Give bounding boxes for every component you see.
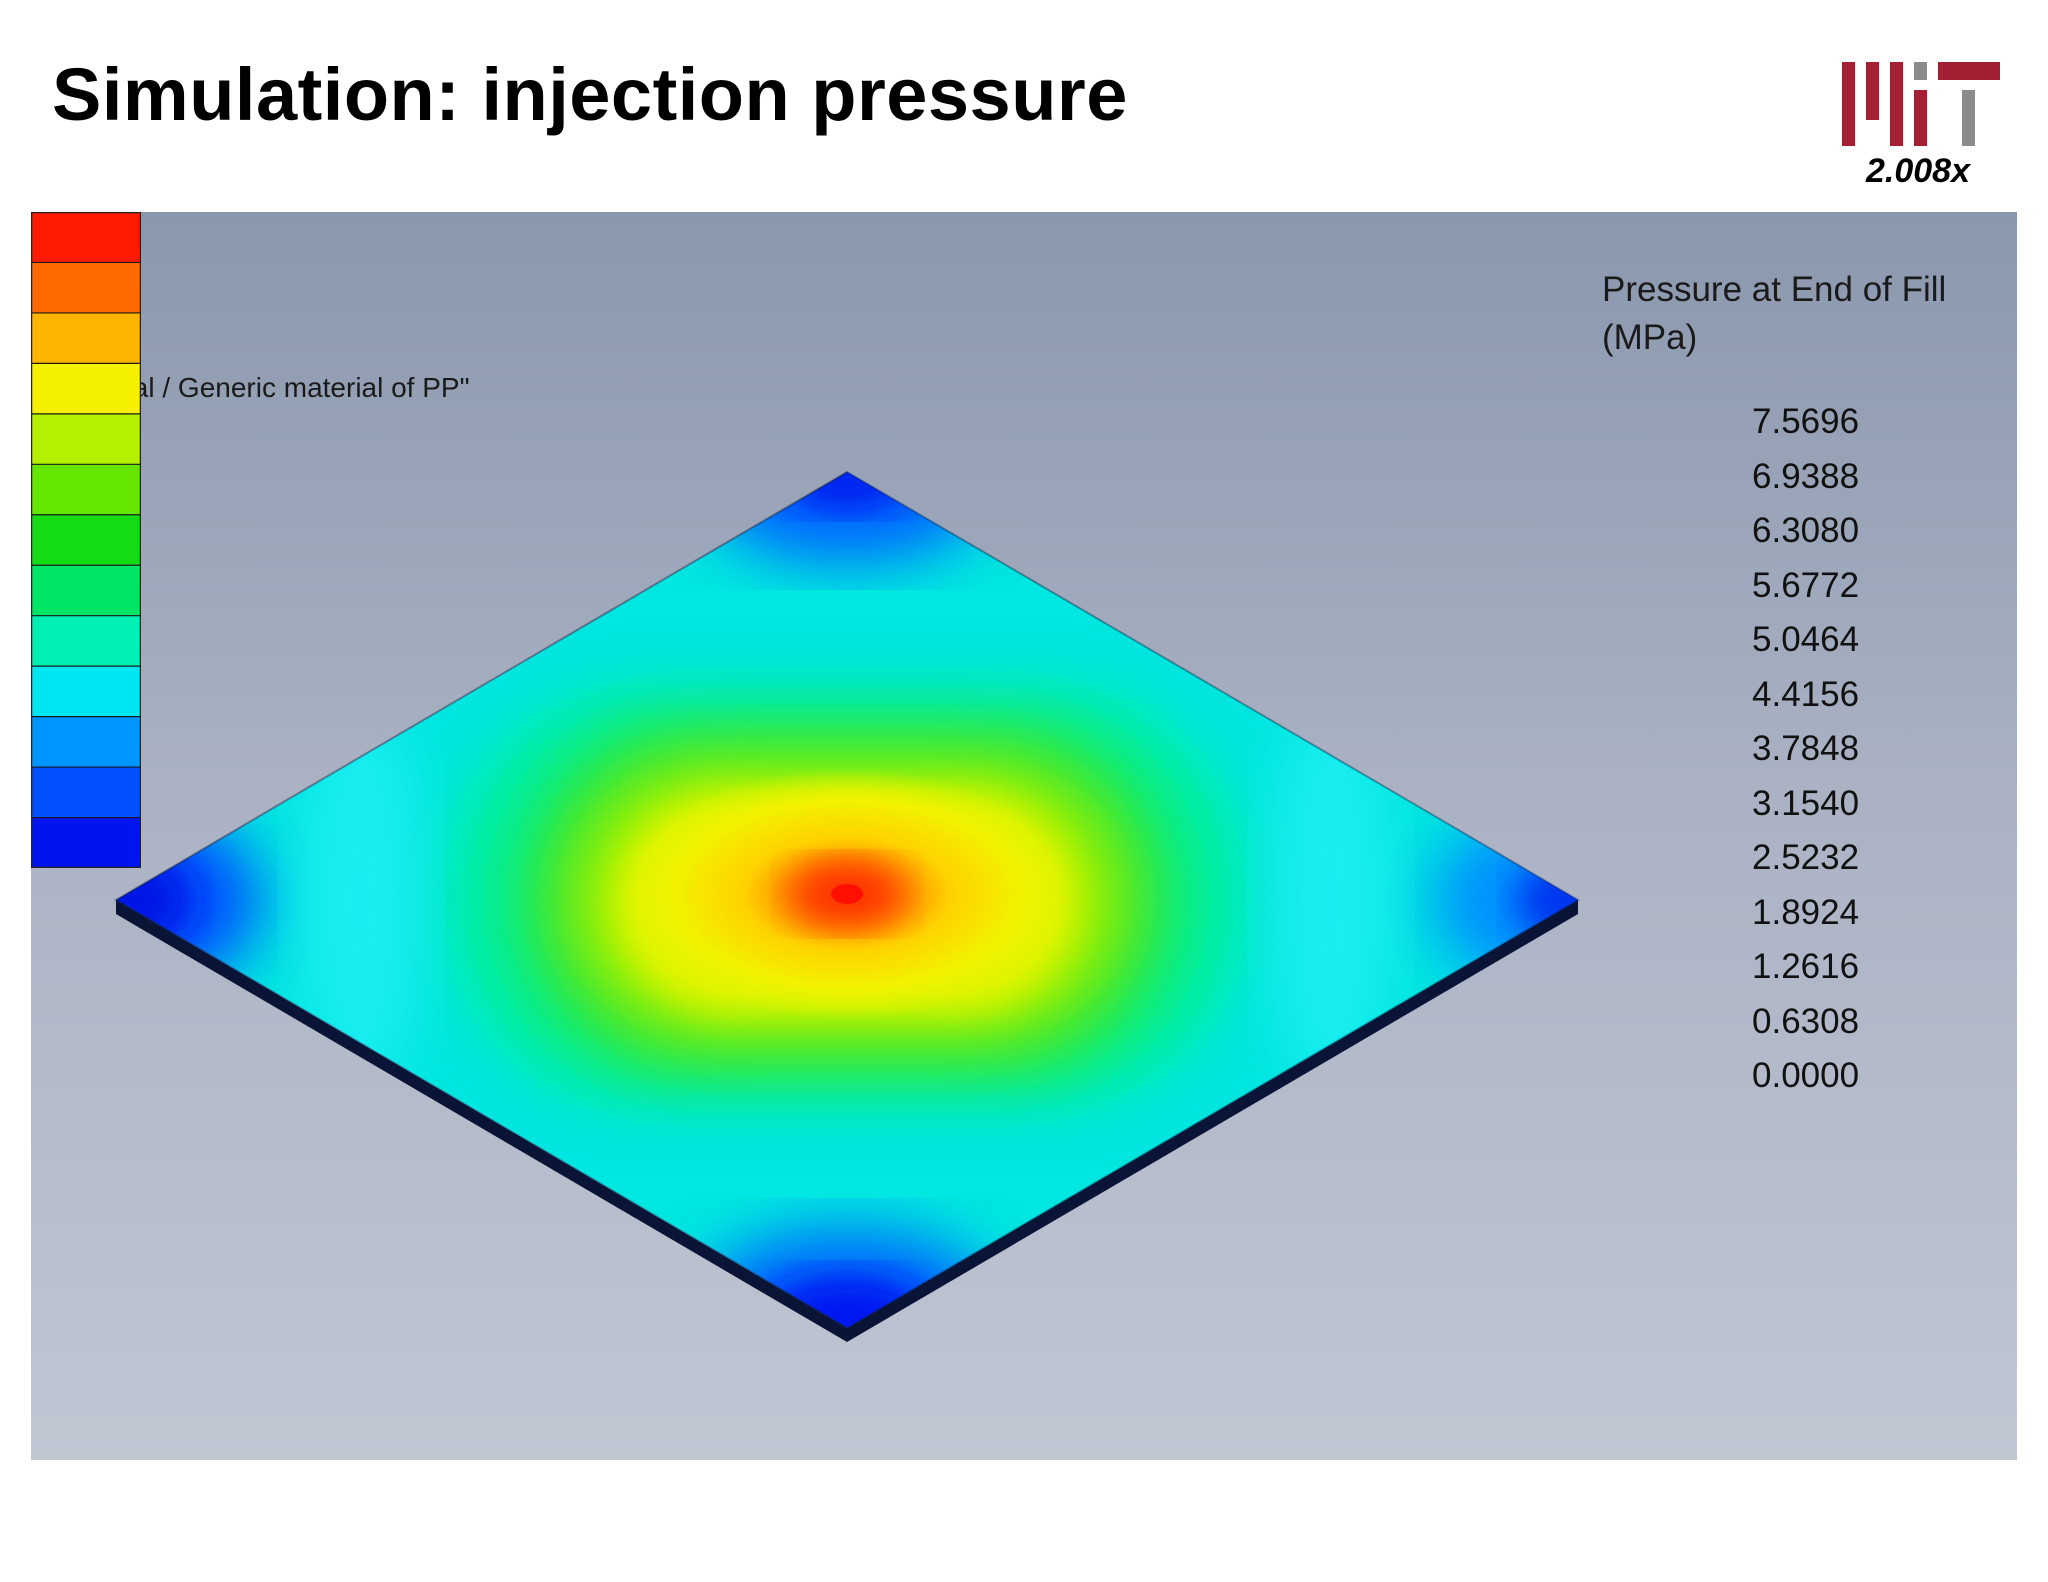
mit-logo <box>1842 62 2000 146</box>
legend-value-label: 0.0000 <box>1752 1056 1860 1095</box>
legend-band <box>31 514 141 566</box>
legend-frame <box>31 212 141 868</box>
legend-band <box>31 615 141 667</box>
course-label: 2.008x <box>1866 152 1970 190</box>
legend-value-label: 2.5232 <box>1752 838 1860 877</box>
legend-band <box>31 817 141 868</box>
legend-band <box>31 262 141 314</box>
legend-band <box>31 312 141 364</box>
legend-value-label: 1.2616 <box>1752 947 1860 986</box>
legend-title: Pressure at End of Fill (MPa) <box>1602 266 2002 362</box>
legend-band <box>31 464 141 516</box>
legend-band <box>31 363 141 415</box>
legend-value-label: 7.5696 <box>1752 402 1860 441</box>
legend-value-label: 6.3080 <box>1752 511 1860 550</box>
legend-band <box>31 666 141 718</box>
legend-band <box>31 767 141 819</box>
legend-value-label: 0.6308 <box>1752 1001 1860 1041</box>
legend-title-text: Pressure at End of Fill <box>1602 270 1947 309</box>
legend-color-bar <box>31 212 141 868</box>
legend-unit: (MPa) <box>1602 318 1698 357</box>
legend-value-label: 4.4156 <box>1752 674 1860 714</box>
legend-value-label: 5.6772 <box>1752 565 1860 605</box>
legend-band <box>31 716 141 768</box>
legend-value-label: 1.8924 <box>1752 892 1860 932</box>
slide-title: Simulation: injection pressure <box>52 53 1128 136</box>
legend-band <box>31 413 141 465</box>
legend-band <box>31 565 141 617</box>
legend-band <box>31 212 141 263</box>
simulation-viewport[interactable]: ic material / Generic material of PP" Pr… <box>31 212 2017 1460</box>
legend-value-label: 3.7848 <box>1752 729 1860 768</box>
legend-value-label: 5.0464 <box>1752 620 1860 659</box>
pressure-plate-render <box>114 470 1580 1342</box>
legend-value-label: 3.1540 <box>1752 783 1860 823</box>
legend-value-label: 6.9388 <box>1752 456 1860 496</box>
